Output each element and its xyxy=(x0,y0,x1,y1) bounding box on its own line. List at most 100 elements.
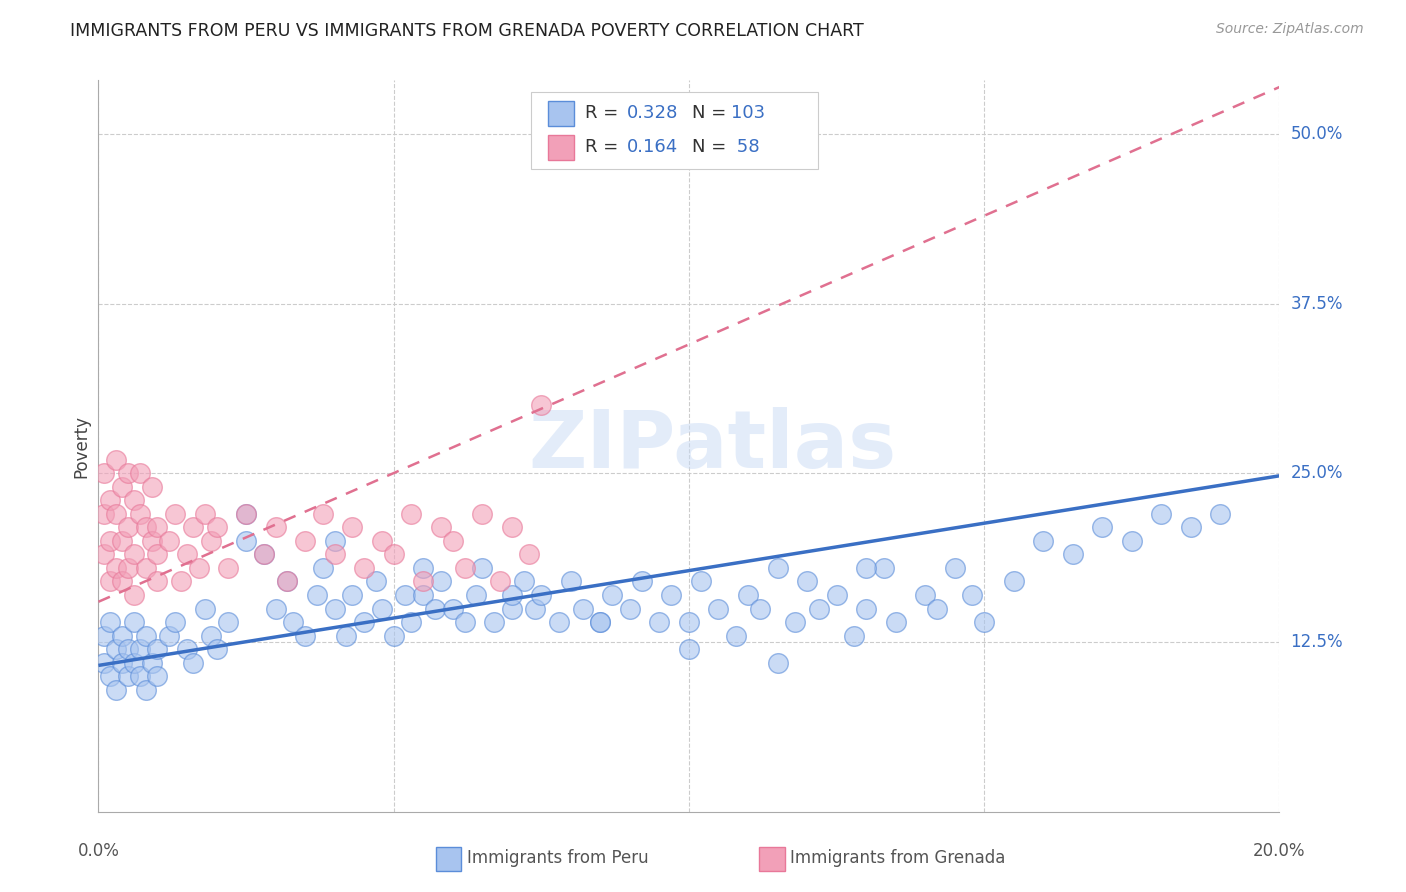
Point xyxy=(323,547,346,561)
Point xyxy=(93,466,115,480)
Point xyxy=(181,520,204,534)
Point xyxy=(766,656,789,670)
Point xyxy=(589,615,612,629)
Point xyxy=(105,507,128,521)
Point xyxy=(157,533,180,548)
Point xyxy=(501,520,523,534)
Point xyxy=(141,480,163,494)
Point xyxy=(1209,507,1232,521)
Point xyxy=(659,588,682,602)
Point xyxy=(117,669,139,683)
Point xyxy=(128,507,150,521)
Point xyxy=(1002,574,1025,589)
Point xyxy=(501,601,523,615)
Point xyxy=(146,520,169,534)
Text: 103: 103 xyxy=(731,104,765,122)
Point xyxy=(441,601,464,615)
Point xyxy=(766,561,789,575)
Point xyxy=(884,615,907,629)
Point xyxy=(630,574,652,589)
Point xyxy=(323,533,346,548)
Point xyxy=(98,615,121,629)
Point xyxy=(165,615,187,629)
Point xyxy=(530,398,553,412)
Point xyxy=(93,507,115,521)
Point xyxy=(796,574,818,589)
Point xyxy=(501,588,523,602)
Point xyxy=(141,533,163,548)
Point xyxy=(294,533,316,548)
Point xyxy=(135,682,157,697)
Point xyxy=(807,601,830,615)
Point xyxy=(146,669,169,683)
Point xyxy=(914,588,936,602)
Point xyxy=(176,547,198,561)
Point xyxy=(1150,507,1173,521)
Y-axis label: Poverty: Poverty xyxy=(72,415,90,477)
Point xyxy=(128,466,150,480)
Point xyxy=(135,520,157,534)
Point xyxy=(342,520,364,534)
Text: Source: ZipAtlas.com: Source: ZipAtlas.com xyxy=(1216,22,1364,37)
Point xyxy=(111,656,134,670)
Text: R =: R = xyxy=(585,138,624,156)
Point xyxy=(305,588,328,602)
Point xyxy=(122,656,145,670)
Point xyxy=(382,547,405,561)
Point xyxy=(253,547,276,561)
Text: Immigrants from Grenada: Immigrants from Grenada xyxy=(790,849,1005,867)
Point xyxy=(312,561,335,575)
Point xyxy=(93,656,115,670)
Point xyxy=(105,452,128,467)
Point xyxy=(825,588,848,602)
Text: 50.0%: 50.0% xyxy=(1291,126,1343,144)
Point xyxy=(276,574,298,589)
Point xyxy=(194,507,217,521)
Point xyxy=(264,520,287,534)
Point xyxy=(412,588,434,602)
Point xyxy=(648,615,671,629)
Point xyxy=(146,642,169,657)
Point xyxy=(482,615,505,629)
Point xyxy=(560,574,582,589)
Point xyxy=(412,561,434,575)
Point xyxy=(471,561,494,575)
Point xyxy=(111,574,134,589)
Text: 0.328: 0.328 xyxy=(627,104,679,122)
Point xyxy=(141,656,163,670)
Point xyxy=(748,601,770,615)
Text: 20.0%: 20.0% xyxy=(1253,842,1306,860)
Point xyxy=(873,561,896,575)
Point xyxy=(98,493,121,508)
Point xyxy=(678,642,700,657)
Point xyxy=(619,601,641,615)
Point xyxy=(855,601,877,615)
Point xyxy=(1121,533,1143,548)
Point xyxy=(725,629,748,643)
Point xyxy=(111,629,134,643)
Point xyxy=(128,642,150,657)
Point xyxy=(122,615,145,629)
Text: ZIPatlas: ZIPatlas xyxy=(529,407,897,485)
Point xyxy=(117,466,139,480)
Point xyxy=(973,615,995,629)
Point xyxy=(111,533,134,548)
Point xyxy=(394,588,416,602)
Point xyxy=(217,615,239,629)
Point xyxy=(512,574,534,589)
Text: 12.5%: 12.5% xyxy=(1291,633,1343,651)
Point xyxy=(200,629,222,643)
Point xyxy=(105,561,128,575)
Point xyxy=(235,533,257,548)
Point xyxy=(323,601,346,615)
Point xyxy=(453,561,475,575)
Point xyxy=(235,507,257,521)
Point xyxy=(737,588,759,602)
Point xyxy=(264,601,287,615)
Point xyxy=(146,547,169,561)
Point xyxy=(1032,533,1054,548)
Point xyxy=(117,520,139,534)
Point xyxy=(128,669,150,683)
Point xyxy=(371,601,394,615)
Text: 58: 58 xyxy=(731,138,759,156)
